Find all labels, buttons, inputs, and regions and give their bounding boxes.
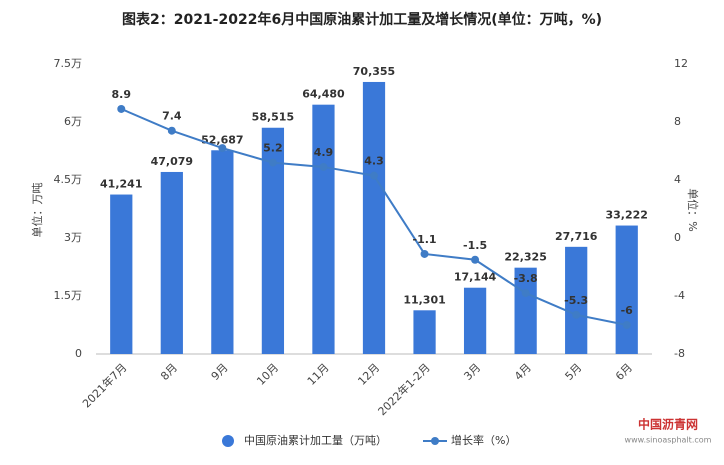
legend-label: 增长率（%）: [451, 433, 516, 447]
legend-swatch: [222, 435, 234, 447]
x-tick-label: 10月: [254, 361, 281, 388]
watermark-url: www.sinoasphalt.com: [625, 436, 712, 445]
x-tick-label: 12月: [355, 361, 382, 388]
y2-tick-label: 12: [674, 57, 688, 70]
bar: [261, 127, 285, 354]
x-tick-label: 11月: [305, 361, 332, 388]
x-tick-label: 2021年7月: [79, 360, 129, 410]
line-value-label: 5.2: [263, 142, 283, 155]
y2-tick-label: -8: [674, 347, 685, 360]
line-value-label: -6: [621, 304, 634, 317]
x-tick-label: 5月: [563, 361, 585, 383]
bar-value-label: 47,079: [151, 155, 193, 168]
line-point: [572, 310, 581, 319]
bar: [160, 171, 183, 354]
line-point: [218, 144, 227, 153]
bar-value-label: 33,222: [606, 209, 648, 222]
bar: [413, 310, 436, 354]
legend-label: 中国原油累计加工量（万吨）: [244, 433, 387, 447]
y-tick-label: 4.5万: [54, 173, 83, 186]
x-tick-label: 3月: [461, 361, 483, 383]
y-tick-label: 3万: [64, 231, 82, 244]
bar: [362, 81, 386, 354]
bar: [565, 246, 588, 354]
legend-swatch: [431, 437, 439, 445]
bar-value-label: 27,716: [555, 230, 598, 243]
y2-tick-label: 0: [674, 231, 681, 244]
bar-value-label: 52,687: [201, 133, 243, 146]
bar-value-label: 17,144: [454, 271, 497, 284]
bar-value-label: 22,325: [504, 251, 546, 264]
bar-value-label: 11,301: [403, 293, 445, 306]
y-tick-label: 6万: [64, 115, 82, 128]
line-point: [167, 126, 176, 135]
chart-title: 图表2：2021-2022年6月中国原油累计加工量及增长情况(单位：万吨，%): [122, 11, 602, 28]
y2-tick-label: 8: [674, 115, 681, 128]
x-tick-label: 8月: [158, 361, 180, 383]
bar-value-label: 70,355: [353, 65, 395, 78]
x-tick-label: 2022年1-2月: [375, 360, 433, 418]
y-tick-label: 0: [75, 347, 82, 360]
line-value-label: 7.4: [162, 110, 182, 123]
y-tick-label: 7.5万: [54, 57, 83, 70]
line-point: [319, 162, 328, 171]
line-value-label: -1.1: [413, 233, 437, 246]
line-point: [370, 171, 378, 180]
line-value-label: -3.8: [514, 272, 538, 285]
line-point: [471, 255, 480, 264]
bar-value-label: 41,241: [100, 178, 142, 191]
line-value-label: -1.5: [463, 239, 487, 252]
line-point: [622, 321, 631, 329]
line-point: [268, 158, 277, 167]
line-point: [117, 104, 126, 113]
line-point: [420, 249, 429, 258]
y2-axis-label: 单位：%: [686, 188, 700, 231]
bar: [615, 225, 638, 354]
line-value-label: 8.9: [112, 88, 132, 101]
x-tick-label: 9月: [209, 361, 231, 383]
x-tick-label: 4月: [512, 361, 534, 383]
bar: [463, 287, 487, 354]
line-value-label: -5.3: [564, 294, 588, 307]
line-value-label: 4.9: [314, 146, 334, 159]
bar-value-label: 58,515: [252, 111, 294, 124]
y-axis-label: 单位：万吨: [30, 183, 44, 238]
x-tick-label: 6月: [613, 361, 635, 383]
y2-tick-label: -4: [674, 289, 685, 302]
line-point: [521, 289, 530, 298]
watermark-name: 中国沥青网: [638, 417, 698, 432]
line-value-label: 4.3: [364, 155, 384, 168]
bar: [211, 150, 234, 354]
bar: [312, 104, 335, 354]
bar: [110, 194, 133, 354]
bar-value-label: 64,480: [302, 88, 345, 101]
y-tick-label: 1.5万: [54, 289, 83, 302]
y2-tick-label: 4: [674, 173, 681, 186]
